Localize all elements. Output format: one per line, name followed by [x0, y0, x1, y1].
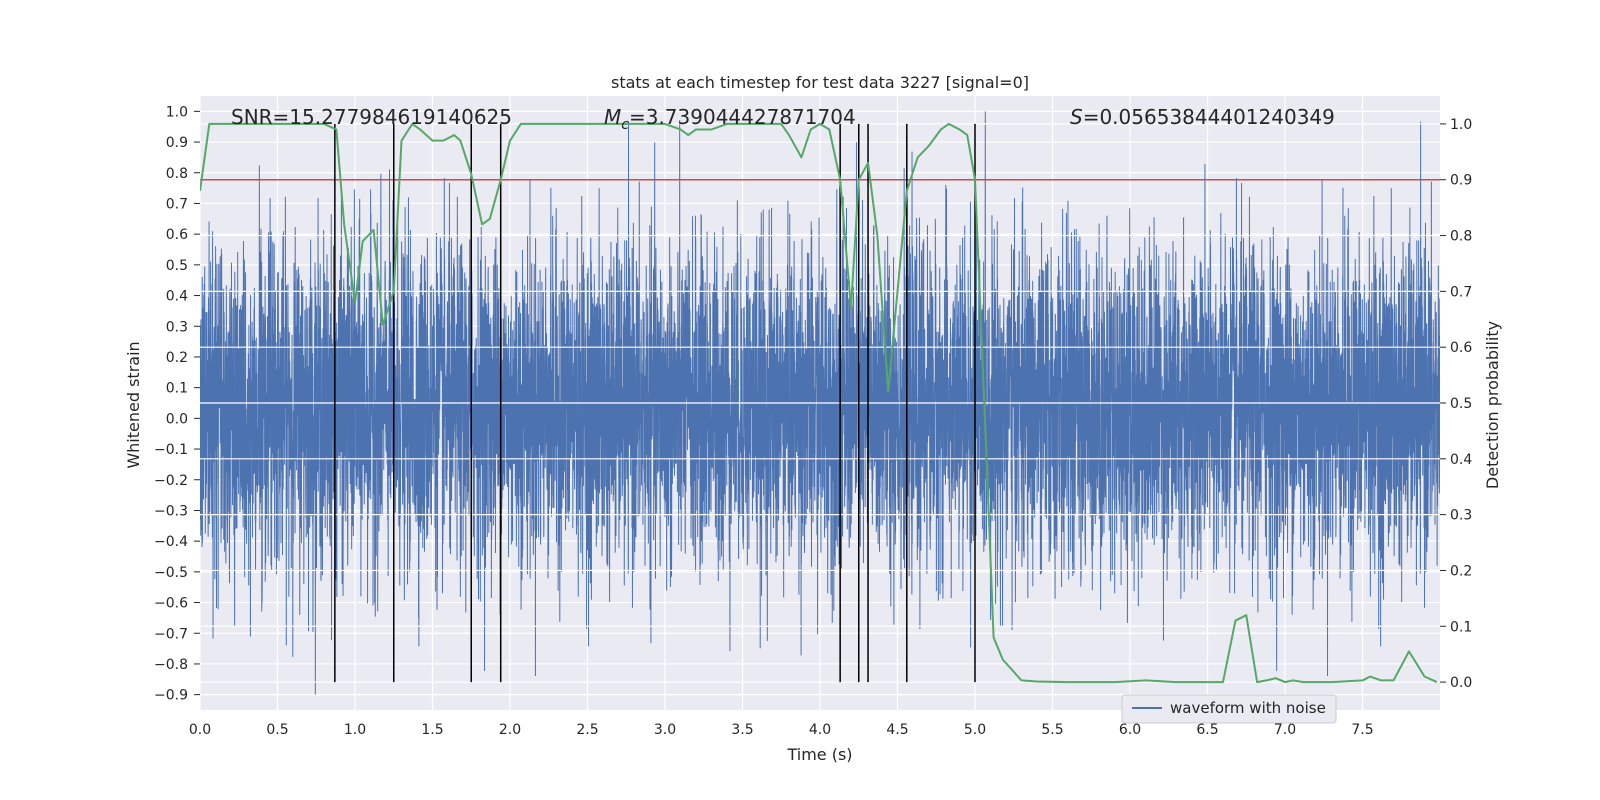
y2-tick-label: 0.6 [1450, 340, 1472, 356]
y-tick-label: −0.2 [154, 473, 188, 489]
y2-tick-label: 0.5 [1450, 396, 1472, 412]
s-statistic-symbol: S [1070, 105, 1083, 129]
snr-annotation: SNR=15.277984619140625 [231, 105, 512, 129]
chirp-mass-subscript: c [621, 117, 629, 133]
x-tick-label: 0.5 [266, 722, 288, 738]
chart-title: stats at each timestep for test data 322… [611, 73, 1029, 92]
probability-series [200, 122, 1438, 684]
x-axis-ticks: 0.0 0.5 1.0 1.5 2.0 2.5 3.0 3.5 4.0 4.5 5.0 5.5 6.0 6… [189, 722, 1374, 738]
vertical-markers [334, 123, 976, 683]
x-tick-label: 7.5 [1351, 722, 1373, 738]
y-tick-label: 0.0 [166, 411, 188, 427]
y-tick-label: 0.1 [166, 381, 188, 397]
y-tick-label: −0.7 [154, 626, 188, 642]
x-tick-label: 4.5 [886, 722, 908, 738]
waveform-line [200, 111, 1440, 695]
chirp-mass-symbol: M [604, 105, 621, 129]
x-axis-label: Time (s) [786, 745, 852, 764]
y-tick-label: −0.8 [154, 657, 188, 673]
y2-tick-label: 0.4 [1450, 452, 1472, 468]
y-tick-label: −0.4 [154, 534, 188, 550]
y-tick-label: 0.7 [166, 196, 188, 212]
x-tick-label: 0.0 [189, 722, 211, 738]
y-tick-label: 0.6 [166, 227, 188, 243]
x-tick-label: 5.0 [964, 722, 986, 738]
y-tick-label: 0.9 [166, 135, 188, 151]
y2-tick-label: 0.0 [1450, 675, 1472, 691]
y-tick-label: 0.4 [166, 289, 188, 305]
legend: waveform with noise [1121, 694, 1337, 724]
legend-box [1121, 694, 1337, 724]
y2-axis-label: Detection probability [1483, 321, 1502, 489]
y2-tick-label: 0.7 [1450, 284, 1472, 300]
y2-tick-label: 1.0 [1450, 117, 1472, 133]
y-tick-label: 0.3 [166, 319, 188, 335]
y-axis-label: Whitened strain [124, 341, 143, 468]
chirp-mass-annotation: Mc=3.739044427871704 [604, 105, 856, 133]
y2-axis-ticks: 0.0 0.1 0.2 0.3 0.4 0.5 0.6 0.7 0.8 0.9 1.0 [1440, 117, 1472, 691]
y2-tick-label: 0.8 [1450, 229, 1472, 245]
y-tick-label: 1.0 [166, 104, 188, 120]
y-tick-label: −0.5 [154, 565, 188, 581]
y2-tick-label: 0.2 [1450, 563, 1472, 579]
y2-tick-label: 0.9 [1450, 173, 1472, 189]
x-tick-label: 1.5 [421, 722, 443, 738]
x-tick-label: 6.5 [1196, 722, 1218, 738]
x-tick-label: 3.5 [731, 722, 753, 738]
s-statistic-annotation: S=0.05653844401240349 [1070, 105, 1335, 129]
y-tick-label: −0.6 [154, 596, 188, 612]
y-tick-label: 0.2 [166, 350, 188, 366]
s-statistic-value: =0.05653844401240349 [1083, 105, 1335, 129]
y-tick-label: −0.3 [154, 503, 188, 519]
x-tick-label: 6.0 [1119, 722, 1141, 738]
y2-tick-label: 0.1 [1450, 619, 1472, 635]
y-tick-label: −0.1 [154, 442, 188, 458]
legend-label: waveform with noise [1170, 699, 1326, 717]
x-tick-label: 1.0 [344, 722, 366, 738]
x-tick-label: 2.0 [499, 722, 521, 738]
y-tick-label: 0.8 [166, 166, 188, 182]
waveform-series [200, 111, 1440, 695]
chirp-mass-value: =3.739044427871704 [629, 105, 856, 129]
x-tick-label: 5.5 [1041, 722, 1063, 738]
x-tick-label: 3.0 [654, 722, 676, 738]
y-axis-ticks: −0.9 −0.8 −0.7 −0.6 −0.5 −0.4 −0.3 −0.2 −0.1 0.0 0… [154, 104, 200, 704]
x-tick-label: 7.0 [1274, 722, 1296, 738]
probability-line [200, 122, 1438, 684]
y-tick-label: −0.9 [154, 688, 188, 704]
y-tick-label: 0.5 [166, 258, 188, 274]
x-tick-label: 4.0 [809, 722, 831, 738]
y2-tick-label: 0.3 [1450, 508, 1472, 524]
x-tick-label: 2.5 [576, 722, 598, 738]
